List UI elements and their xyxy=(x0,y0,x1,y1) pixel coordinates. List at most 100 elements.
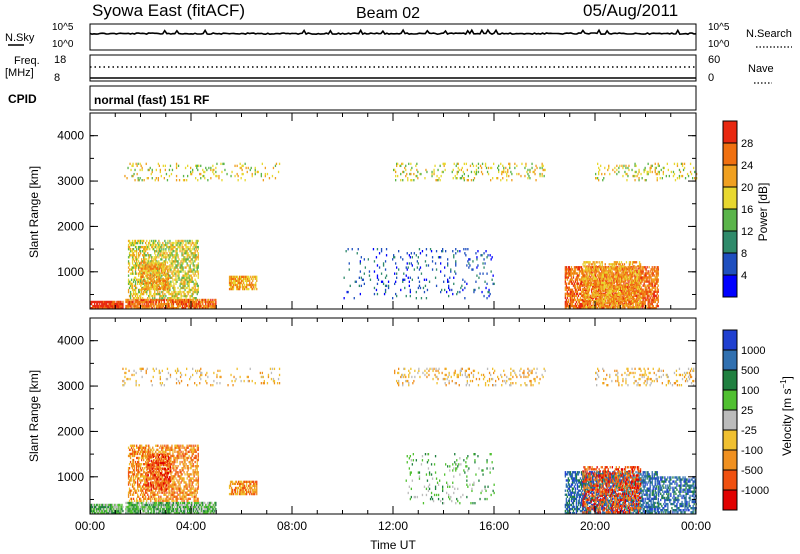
heatmap-cell xyxy=(141,307,143,310)
heatmap-cell xyxy=(174,300,177,304)
heatmap-cell xyxy=(652,296,654,300)
heatmap-cell xyxy=(118,302,120,306)
heatmap-cell xyxy=(192,254,194,257)
heatmap-cell xyxy=(188,248,190,251)
heatmap-cell xyxy=(209,300,211,304)
heatmap-cell xyxy=(655,304,657,308)
heatmap-cell xyxy=(361,278,364,281)
heatmap-cell xyxy=(163,294,165,298)
heatmap-cell xyxy=(618,287,621,291)
heatmap-cell xyxy=(112,300,114,304)
heatmap-cell xyxy=(141,298,143,302)
heatmap-cell xyxy=(137,179,139,182)
heatmap-cell xyxy=(189,302,191,306)
heatmap-cell xyxy=(611,287,614,291)
heatmap-cell xyxy=(409,172,411,176)
heatmap-cell xyxy=(590,277,592,280)
heatmap-cell xyxy=(490,166,492,170)
heatmap-cell xyxy=(435,250,438,253)
heatmap-cell xyxy=(181,304,184,308)
heatmap-cell xyxy=(136,297,138,300)
heatmap-cell xyxy=(151,258,153,261)
heatmap-cell xyxy=(183,250,185,253)
heatmap-cell xyxy=(214,302,216,306)
heatmap-cell xyxy=(568,288,571,291)
heatmap-cell xyxy=(408,262,411,265)
heatmap-cell xyxy=(198,300,200,304)
heatmap-cell xyxy=(134,239,137,243)
heatmap-cell xyxy=(147,283,149,287)
heatmap-cell xyxy=(503,168,505,172)
heatmap-cell xyxy=(155,254,157,257)
heatmap-cell xyxy=(641,288,643,291)
heatmap-cell xyxy=(644,276,646,279)
heatmap-cell xyxy=(222,162,224,166)
heatmap-cell xyxy=(175,179,178,182)
heatmap-cell xyxy=(151,285,153,289)
heatmap-cell xyxy=(163,265,166,268)
heatmap-cell xyxy=(625,291,628,295)
heatmap-cell xyxy=(649,302,651,306)
heatmap-cell xyxy=(189,278,191,281)
heatmap-cell xyxy=(138,254,140,257)
heatmap-cell xyxy=(575,304,578,308)
heatmap-cell xyxy=(622,166,624,170)
heatmap-cell xyxy=(579,286,582,289)
heatmap-cell xyxy=(641,304,643,308)
heatmap-cell xyxy=(181,268,183,271)
heatmap-cell xyxy=(622,289,625,293)
heatmap-cell xyxy=(595,177,597,180)
heatmap-cell xyxy=(624,267,627,270)
heatmap-cell xyxy=(651,296,653,300)
heatmap-cell xyxy=(649,284,651,287)
heatmap-cell xyxy=(141,260,143,263)
heatmap-cell xyxy=(180,294,182,298)
heatmap-cell xyxy=(246,275,248,279)
heatmap-cell xyxy=(454,174,456,178)
heatmap-cell xyxy=(147,168,149,172)
heatmap-cell xyxy=(136,272,138,275)
heatmap-cell xyxy=(662,170,665,174)
heatmap-cell xyxy=(156,248,158,251)
heatmap-cell xyxy=(157,292,159,296)
heatmap-cell xyxy=(417,170,419,174)
heatmap-cell xyxy=(224,168,226,172)
heatmap-cell xyxy=(387,284,390,288)
heatmap-cell xyxy=(147,302,149,306)
heatmap-cell xyxy=(182,262,184,265)
heatmap-cell xyxy=(193,274,195,277)
heatmap-cell xyxy=(428,280,431,283)
heatmap-cell xyxy=(347,290,349,294)
heatmap-cell xyxy=(543,168,545,172)
heatmap-cell xyxy=(144,261,146,264)
heatmap-cell xyxy=(204,298,206,302)
heatmap-cell xyxy=(650,298,652,302)
heatmap-cell xyxy=(186,280,188,283)
heatmap-cell xyxy=(579,296,582,300)
heatmap-cell xyxy=(608,306,610,309)
heatmap-cell xyxy=(171,302,174,306)
heatmap-cell xyxy=(645,179,647,182)
heatmap-cell xyxy=(185,260,187,263)
heatmap-cell xyxy=(182,254,184,257)
heatmap-cell xyxy=(246,281,248,285)
heatmap-cell xyxy=(451,170,453,174)
heatmap-cell xyxy=(176,294,178,298)
heatmap-cell xyxy=(178,300,181,304)
heatmap-cell xyxy=(609,285,611,288)
heatmap-cell xyxy=(139,272,141,275)
heatmap-cell xyxy=(163,279,166,283)
heatmap-cell xyxy=(491,166,493,170)
heatmap-cell xyxy=(272,166,275,170)
heatmap-cell xyxy=(152,260,154,263)
heatmap-cell xyxy=(252,287,254,291)
heatmap-cell xyxy=(166,261,169,264)
heatmap-cell xyxy=(611,285,614,288)
heatmap-cell xyxy=(574,278,577,281)
heatmap-cell xyxy=(145,162,147,166)
heatmap-cell xyxy=(587,287,589,291)
heatmap-cell xyxy=(145,263,147,266)
heatmap-cell xyxy=(149,304,151,308)
heatmap-cell xyxy=(181,262,183,265)
heatmap-cell xyxy=(140,273,142,276)
